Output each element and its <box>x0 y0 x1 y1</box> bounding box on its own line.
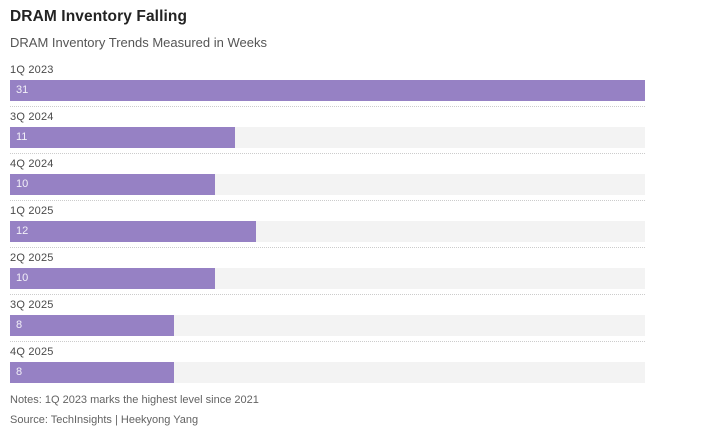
value-label: 8 <box>16 319 23 331</box>
category-label: 1Q 2025 <box>10 205 54 217</box>
source-text: Source: TechInsights | Heekyong Yang <box>10 414 199 426</box>
chart-subtitle: DRAM Inventory Trends Measured in Weeks <box>10 35 267 50</box>
bar-track: 8 <box>10 362 645 383</box>
value-label: 31 <box>16 84 29 96</box>
category-label: 4Q 2024 <box>10 158 54 170</box>
chart-title: DRAM Inventory Falling <box>10 8 188 25</box>
bar: 8 <box>10 362 174 383</box>
bar-row: 2Q 2025 10 <box>10 252 645 295</box>
category-label: 2Q 2025 <box>10 252 54 264</box>
bar-track: 11 <box>10 127 645 148</box>
bar-track: 10 <box>10 268 645 289</box>
bar-chart: 1Q 2023 31 3Q 2024 11 4Q 2024 10 1Q 2025 12 2Q 2… <box>10 64 645 383</box>
bar: 12 <box>10 221 256 242</box>
bar-track: 12 <box>10 221 645 242</box>
value-label: 11 <box>16 131 28 143</box>
bar: 31 <box>10 80 645 101</box>
bar: 11 <box>10 127 236 148</box>
bar-row: 4Q 2025 8 <box>10 346 645 383</box>
bar-row: 4Q 2024 10 <box>10 158 645 201</box>
category-label: 3Q 2024 <box>10 111 54 123</box>
bar-track: 31 <box>10 80 645 101</box>
value-label: 12 <box>16 225 29 237</box>
value-label: 10 <box>16 178 29 190</box>
bar: 10 <box>10 268 215 289</box>
category-label: 1Q 2023 <box>10 64 54 76</box>
bar-row: 3Q 2024 11 <box>10 111 645 154</box>
bar-row: 3Q 2025 8 <box>10 299 645 342</box>
bar-track: 8 <box>10 315 645 336</box>
value-label: 8 <box>16 366 23 378</box>
category-label: 4Q 2025 <box>10 346 54 358</box>
category-label: 3Q 2025 <box>10 299 54 311</box>
bar-track: 10 <box>10 174 645 195</box>
notes-text: Notes: 1Q 2023 marks the highest level s… <box>10 394 259 406</box>
bar-row: 1Q 2025 12 <box>10 205 645 248</box>
value-label: 10 <box>16 272 29 284</box>
bar: 10 <box>10 174 215 195</box>
bar: 8 <box>10 315 174 336</box>
chart-footer: Notes: 1Q 2023 marks the highest level s… <box>10 394 699 427</box>
bar-row: 1Q 2023 31 <box>10 64 645 107</box>
